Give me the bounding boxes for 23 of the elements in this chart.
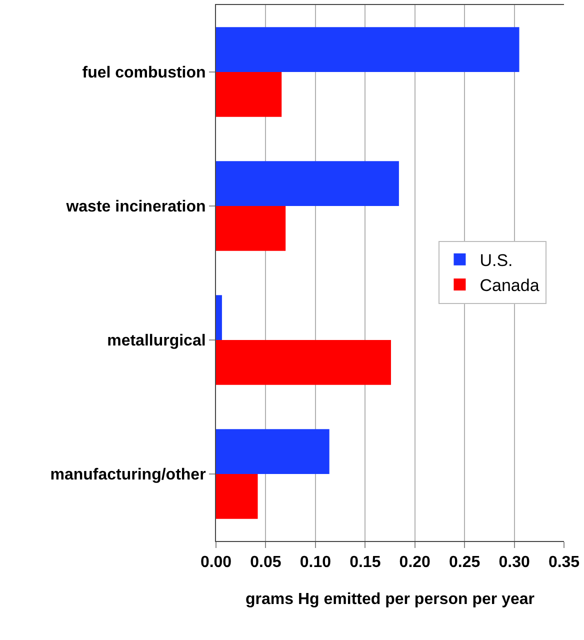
x-tick-label: 0.10 (300, 554, 332, 572)
bar (216, 340, 391, 385)
bar (216, 27, 520, 72)
bar (216, 161, 399, 206)
x-tick-label: 0.00 (200, 554, 232, 572)
legend-label: Canada (480, 276, 540, 296)
bar (216, 295, 222, 340)
bar (216, 474, 258, 519)
x-tick-label: 0.25 (449, 554, 480, 572)
y-tick-label: waste incineration (65, 198, 206, 216)
bar (216, 72, 282, 117)
y-tick-label: fuel combustion (82, 64, 206, 82)
x-tick-label: 0.15 (350, 554, 381, 572)
x-tick-label: 0.05 (250, 554, 282, 572)
x-tick-label: 0.20 (399, 554, 431, 572)
y-tick-label: manufacturing/other (50, 466, 206, 484)
bar (216, 429, 330, 474)
legend-label: U.S. (480, 251, 513, 270)
y-tick-label: metallurgical (107, 332, 206, 350)
x-tick-label: 0.30 (498, 554, 530, 572)
bar (216, 206, 286, 251)
x-axis-title: grams Hg emitted per person per year (246, 590, 534, 608)
x-tick-label: 0.35 (548, 554, 580, 572)
